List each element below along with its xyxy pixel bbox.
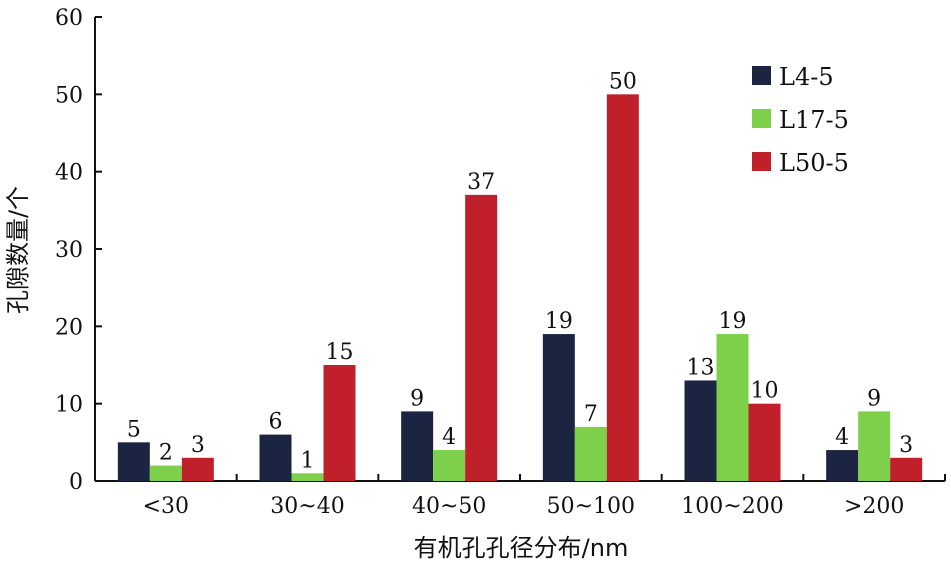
y-tick-label: 10	[55, 393, 83, 418]
data-label: 1	[301, 448, 315, 473]
bar-l4-5	[117, 442, 150, 481]
data-label: 4	[442, 425, 456, 450]
bar-l50-5	[606, 94, 639, 481]
bar-l50-5	[748, 403, 781, 481]
bar-l4-5	[542, 334, 575, 481]
data-label: 9	[410, 386, 424, 411]
y-axis-label: 孔隙数量/个	[4, 186, 32, 314]
data-label: 5	[127, 417, 141, 442]
data-label: 19	[719, 309, 747, 334]
y-tick-label: 20	[55, 315, 83, 340]
bar-l50-5	[890, 457, 923, 481]
data-label: 15	[326, 340, 354, 365]
data-label: 2	[159, 441, 173, 466]
bar-l17-5	[716, 334, 749, 481]
bar-l4-5	[259, 434, 292, 481]
y-tick-label: 40	[55, 161, 83, 186]
data-label: 7	[584, 402, 598, 427]
x-tick-label: 50~100	[547, 494, 635, 519]
x-tick-label: <30	[143, 494, 189, 519]
y-tick-label: 50	[55, 83, 83, 108]
legend-swatch	[752, 109, 771, 128]
data-label: 19	[545, 309, 573, 334]
y-axis-ticks: 0 10 20 30 40 50 60	[55, 6, 102, 495]
y-tick-label: 60	[55, 6, 83, 31]
data-label: 4	[835, 425, 849, 450]
data-label: 13	[687, 355, 715, 380]
data-label: 10	[751, 379, 779, 404]
x-tick-label: 40~50	[412, 494, 486, 519]
data-label: 50	[609, 69, 637, 94]
bar-l17-5	[433, 450, 466, 481]
x-tick-label: 100~200	[681, 494, 783, 519]
legend-swatch	[752, 66, 771, 85]
legend-label: L4-5	[779, 63, 834, 91]
y-tick-label: 0	[69, 470, 83, 495]
data-label: 6	[269, 410, 283, 435]
bars	[117, 94, 923, 481]
bar-l4-5	[684, 380, 717, 481]
data-label: 3	[899, 433, 913, 458]
data-label: 9	[867, 386, 881, 411]
bar-l4-5	[401, 411, 434, 481]
bar-l50-5	[465, 194, 498, 481]
legend: L4-5 L17-5 L50-5	[752, 63, 849, 177]
data-label: 37	[467, 170, 495, 195]
bar-l17-5	[574, 426, 607, 481]
bar-l17-5	[291, 473, 324, 481]
y-tick-label: 30	[55, 238, 83, 263]
data-label: 3	[191, 433, 205, 458]
bar-l50-5	[323, 365, 356, 481]
bar-l17-5	[149, 465, 182, 481]
legend-label: L50-5	[779, 149, 849, 177]
bar-l50-5	[181, 457, 214, 481]
x-axis-label: 有机孔孔径分布/nm	[414, 534, 629, 562]
legend-swatch	[752, 152, 771, 171]
x-tick-label: >200	[844, 494, 904, 519]
bar-l4-5	[826, 450, 859, 481]
legend-label: L17-5	[779, 106, 849, 134]
x-tick-label: 30~40	[270, 494, 344, 519]
bar-l17-5	[858, 411, 891, 481]
x-axis-ticks: <30 30~40 40~50 50~100 100~200 >200	[94, 474, 946, 519]
